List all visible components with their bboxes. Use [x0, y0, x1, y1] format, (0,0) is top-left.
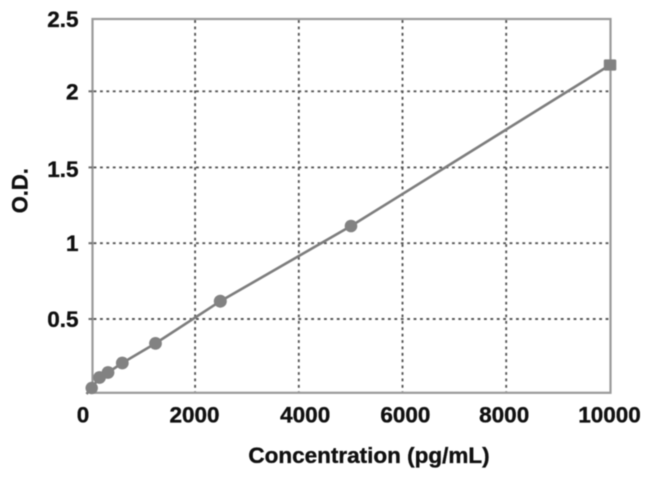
svg-text:2: 2: [66, 79, 79, 104]
svg-text:1.5: 1.5: [47, 157, 78, 182]
svg-text:8000: 8000: [479, 403, 529, 428]
svg-text:4000: 4000: [280, 403, 330, 428]
svg-text:0: 0: [77, 403, 90, 428]
svg-text:0.5: 0.5: [47, 307, 78, 332]
svg-text:Concentration (pg/mL): Concentration (pg/mL): [248, 443, 489, 468]
svg-text:2.5: 2.5: [47, 7, 78, 32]
svg-text:6000: 6000: [380, 403, 430, 428]
svg-text:10000: 10000: [578, 403, 641, 428]
svg-text:O.D.: O.D.: [8, 168, 33, 213]
svg-text:1: 1: [66, 231, 79, 256]
svg-text:2000: 2000: [169, 403, 219, 428]
